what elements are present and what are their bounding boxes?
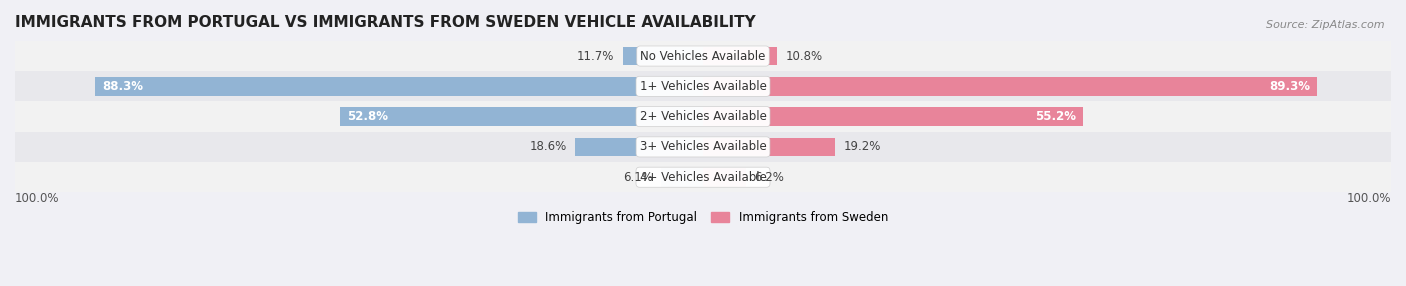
Text: IMMIGRANTS FROM PORTUGAL VS IMMIGRANTS FROM SWEDEN VEHICLE AVAILABILITY: IMMIGRANTS FROM PORTUGAL VS IMMIGRANTS F…	[15, 15, 756, 30]
Bar	[15, 132, 1391, 162]
Bar	[703, 47, 778, 65]
Text: 55.2%: 55.2%	[1035, 110, 1076, 123]
Text: 100.0%: 100.0%	[1347, 192, 1391, 205]
Bar	[661, 168, 703, 186]
Bar	[340, 107, 703, 126]
Text: 100.0%: 100.0%	[15, 192, 59, 205]
Legend: Immigrants from Portugal, Immigrants from Sweden: Immigrants from Portugal, Immigrants fro…	[513, 206, 893, 229]
Text: 10.8%: 10.8%	[786, 49, 823, 63]
Text: 88.3%: 88.3%	[103, 80, 143, 93]
Text: 18.6%: 18.6%	[530, 140, 567, 153]
Text: 6.1%: 6.1%	[623, 171, 652, 184]
Text: 3+ Vehicles Available: 3+ Vehicles Available	[640, 140, 766, 153]
Bar	[623, 47, 703, 65]
Bar	[703, 138, 835, 156]
Bar	[575, 138, 703, 156]
Text: 4+ Vehicles Available: 4+ Vehicles Available	[640, 171, 766, 184]
Text: 19.2%: 19.2%	[844, 140, 880, 153]
Text: 11.7%: 11.7%	[576, 49, 614, 63]
Bar	[15, 102, 1391, 132]
Text: No Vehicles Available: No Vehicles Available	[640, 49, 766, 63]
Bar	[15, 41, 1391, 71]
Bar	[96, 77, 703, 96]
Bar	[703, 107, 1083, 126]
Text: 6.2%: 6.2%	[754, 171, 783, 184]
Bar	[15, 162, 1391, 192]
Text: 2+ Vehicles Available: 2+ Vehicles Available	[640, 110, 766, 123]
Bar	[703, 168, 745, 186]
Bar	[703, 77, 1317, 96]
Text: 52.8%: 52.8%	[347, 110, 388, 123]
Text: Source: ZipAtlas.com: Source: ZipAtlas.com	[1267, 20, 1385, 30]
Text: 1+ Vehicles Available: 1+ Vehicles Available	[640, 80, 766, 93]
Bar	[15, 71, 1391, 102]
Text: 89.3%: 89.3%	[1270, 80, 1310, 93]
